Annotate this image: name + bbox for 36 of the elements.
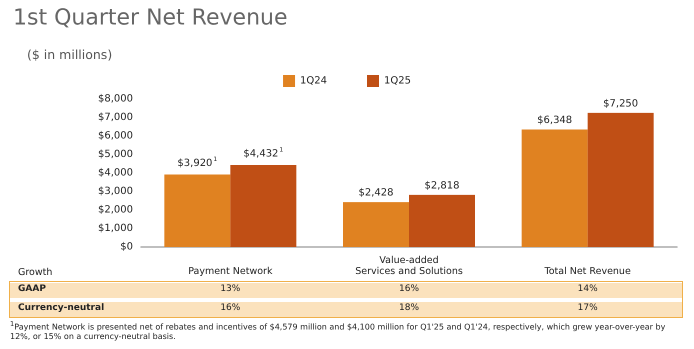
text: Currency-neutral xyxy=(18,303,104,313)
x-tick-label: Total Net Revenue xyxy=(544,266,631,277)
bar xyxy=(522,130,588,247)
bar xyxy=(230,165,296,247)
bar xyxy=(343,202,409,247)
text: 14% xyxy=(578,284,598,294)
y-tick-label: $4,000 xyxy=(98,168,133,178)
chart-subtitle: ($ in millions) xyxy=(27,47,112,62)
text: GAAP xyxy=(18,284,46,294)
legend-label: 1Q24 xyxy=(300,76,328,86)
y-tick-label: $5,000 xyxy=(98,149,133,160)
text: 16% xyxy=(220,303,240,313)
data-label: $2,818 xyxy=(424,180,460,192)
y-tick-label: $8,000 xyxy=(98,94,133,104)
y-tick-label: $6,000 xyxy=(98,130,133,142)
y-tick-label: $7,000 xyxy=(98,112,133,123)
x-tick-label: Payment Network xyxy=(188,266,273,277)
bar xyxy=(164,174,230,247)
text: Growth xyxy=(18,267,52,278)
text: 17% xyxy=(578,303,598,313)
text: 18% xyxy=(398,303,420,313)
y-tick-label: $0 xyxy=(120,242,133,252)
text: $^{1}$Payment Network is presented net of rebates and incentives of $4,579 million and $4,100 million for Q1'25 and Q1'24, respectively, which grew year-over-year by 12%, or 15% on a currency-neutral basis. xyxy=(10,320,666,341)
y-tick-label: $3,000 xyxy=(98,186,133,197)
legend-label: 1Q25 xyxy=(384,76,411,86)
text: 13% xyxy=(220,284,240,294)
text: 16% xyxy=(398,284,420,294)
y-tick-label: $2,000 xyxy=(98,204,133,216)
y-tick-label: $1,000 xyxy=(98,223,133,234)
data-label: $2,428 xyxy=(358,188,394,199)
bar xyxy=(588,112,654,247)
data-label: $7,250 xyxy=(603,98,638,110)
x-tick-label: Value-added Services and Solutions xyxy=(355,255,463,277)
chart-title: 1st Quarter Net Revenue xyxy=(13,6,288,30)
data-label: $6,348 xyxy=(537,115,572,126)
bar xyxy=(409,194,475,247)
